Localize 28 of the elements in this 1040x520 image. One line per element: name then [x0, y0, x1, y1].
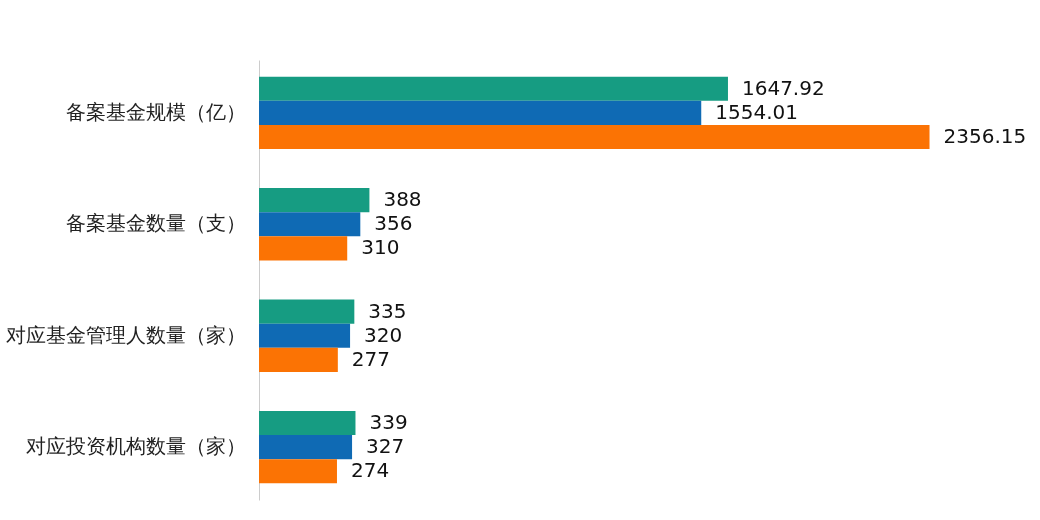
- bar: [259, 323, 351, 348]
- data-label: 327: [366, 434, 405, 459]
- y-tick-label: 对应基金管理人数量（家）: [5, 322, 246, 347]
- bar: [259, 347, 338, 372]
- data-label: 1554.01: [715, 99, 798, 124]
- y-tick-label: 对应投资机构数量（家）: [25, 434, 246, 459]
- data-label: 335: [368, 298, 407, 323]
- data-label: 388: [383, 187, 422, 212]
- data-label: 320: [364, 322, 403, 347]
- bar: [259, 212, 361, 237]
- bar: [259, 459, 337, 484]
- data-label: 339: [369, 409, 408, 434]
- bar: [259, 410, 356, 436]
- y-tick-label: 备案基金数量（支）: [65, 211, 246, 236]
- bar: [259, 435, 353, 460]
- data-label: 2356.15: [943, 124, 1027, 149]
- data-label: 1647.92: [741, 75, 825, 100]
- bar: [259, 236, 348, 261]
- y-tick-label: 备案基金规模（亿）: [65, 99, 246, 124]
- bar: [259, 188, 370, 213]
- bar: [259, 299, 355, 324]
- data-label: 274: [350, 458, 390, 483]
- data-label: 310: [361, 235, 400, 260]
- bar: [259, 100, 702, 125]
- bar: [259, 76, 728, 101]
- data-label: 277: [351, 346, 391, 371]
- data-label: 356: [374, 211, 413, 236]
- bar: [259, 124, 930, 150]
